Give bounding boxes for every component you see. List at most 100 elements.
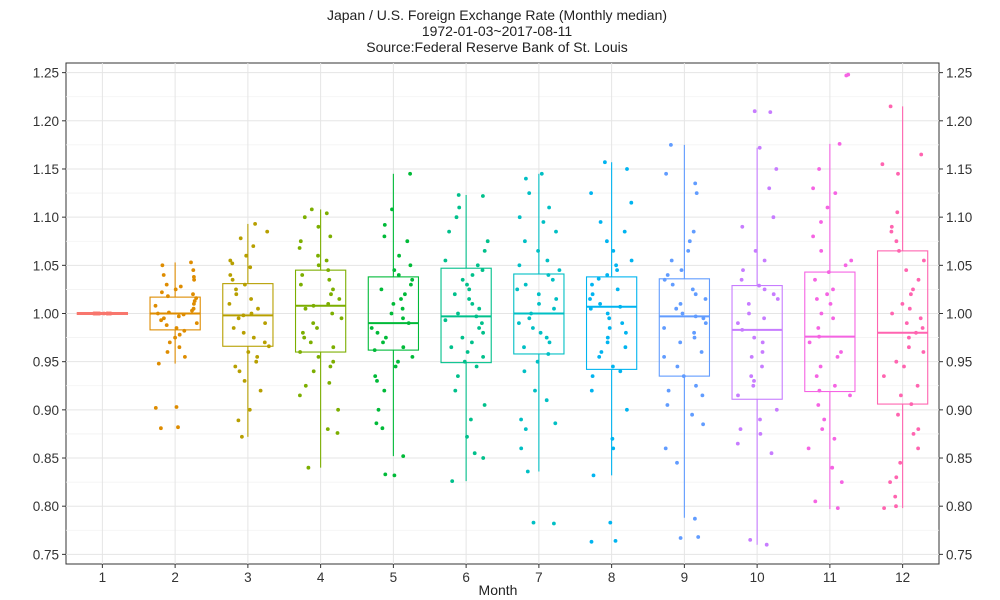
data-point: [624, 330, 628, 335]
data-point: [529, 311, 533, 316]
data-point: [517, 215, 522, 220]
box-month-3: [222, 223, 274, 437]
data-point: [482, 403, 487, 407]
data-point: [327, 381, 332, 385]
data-point: [403, 292, 407, 297]
data-point: [544, 335, 549, 340]
data-point: [465, 282, 469, 287]
data-point: [477, 306, 482, 311]
data-point: [541, 220, 546, 224]
data-point: [254, 359, 259, 364]
data-point: [902, 364, 906, 369]
data-point: [457, 205, 462, 210]
data-point: [237, 369, 242, 374]
data-point: [620, 321, 625, 325]
data-point: [240, 434, 244, 439]
data-point: [311, 369, 316, 374]
data-point: [401, 454, 406, 458]
data-point: [392, 268, 397, 272]
data-point: [607, 316, 612, 321]
data-point: [611, 364, 615, 369]
data-point: [339, 316, 344, 321]
y-tick-label-left: 0.90: [33, 403, 59, 418]
data-point: [843, 263, 848, 268]
x-tick-label: 6: [462, 570, 470, 585]
data-point: [911, 432, 916, 436]
chart-source: Source:Federal Reserve Bank of St. Louis: [366, 39, 627, 55]
data-point: [382, 234, 387, 239]
data-point: [701, 422, 705, 427]
data-point: [817, 388, 822, 393]
data-point: [596, 276, 601, 281]
data-point: [618, 304, 623, 309]
data-point: [833, 191, 838, 196]
data-point: [244, 253, 249, 258]
data-point: [267, 344, 271, 349]
y-tick-label-right: 0.75: [946, 547, 972, 562]
data-point: [519, 417, 523, 422]
data-point: [389, 311, 394, 316]
box-iqr: [731, 285, 783, 400]
box-iqr: [367, 276, 420, 351]
data-point: [400, 306, 405, 311]
data-point: [182, 328, 187, 333]
box-month-4: [294, 209, 347, 468]
data-point: [523, 239, 527, 244]
data-point: [328, 364, 333, 369]
y-tick-label-right: 1.05: [946, 258, 972, 273]
data-point: [605, 239, 609, 244]
data-point: [696, 535, 701, 539]
data-point: [897, 249, 901, 253]
data-point: [303, 306, 308, 311]
data-point: [519, 446, 524, 451]
data-point: [374, 421, 379, 426]
data-point: [396, 359, 400, 364]
x-tick-label: 9: [681, 570, 689, 585]
data-point: [309, 207, 314, 212]
data-point: [241, 330, 246, 335]
box-month-8: [585, 162, 638, 476]
data-point: [331, 287, 335, 292]
y-tick-label-right: 0.85: [946, 451, 972, 466]
data-point: [236, 418, 241, 423]
data-point: [916, 277, 921, 282]
box-month-11: [804, 143, 856, 510]
data-point: [156, 311, 160, 316]
y-tick-label-right: 1.20: [946, 114, 972, 129]
data-point: [675, 364, 680, 369]
data-point: [909, 402, 914, 406]
data-point: [326, 268, 331, 272]
data-point: [531, 520, 536, 525]
data-point: [231, 326, 236, 330]
data-point: [844, 73, 849, 78]
data-point: [552, 521, 556, 526]
data-point: [336, 407, 340, 412]
data-point: [467, 287, 472, 292]
data-point: [662, 326, 666, 330]
data-point: [258, 388, 263, 393]
data-point: [700, 393, 705, 398]
data-point: [895, 210, 900, 215]
data-point: [465, 434, 469, 439]
data-point: [105, 311, 110, 316]
data-point: [894, 359, 899, 364]
data-point: [166, 294, 170, 299]
data-point: [160, 263, 165, 268]
data-point: [470, 340, 474, 345]
points-month-1: [91, 311, 113, 316]
data-point: [614, 263, 618, 268]
data-point: [603, 160, 607, 165]
data-point: [894, 475, 899, 480]
data-point: [523, 427, 528, 431]
data-point: [618, 369, 623, 374]
data-point: [396, 273, 401, 277]
data-point: [692, 330, 696, 335]
data-point: [297, 246, 302, 250]
data-point: [747, 311, 751, 316]
data-point: [191, 292, 195, 297]
data-point: [475, 263, 480, 268]
data-point: [176, 314, 181, 319]
data-point: [454, 215, 459, 220]
data-point: [830, 465, 835, 470]
y-tick-label-left: 1.05: [33, 258, 59, 273]
